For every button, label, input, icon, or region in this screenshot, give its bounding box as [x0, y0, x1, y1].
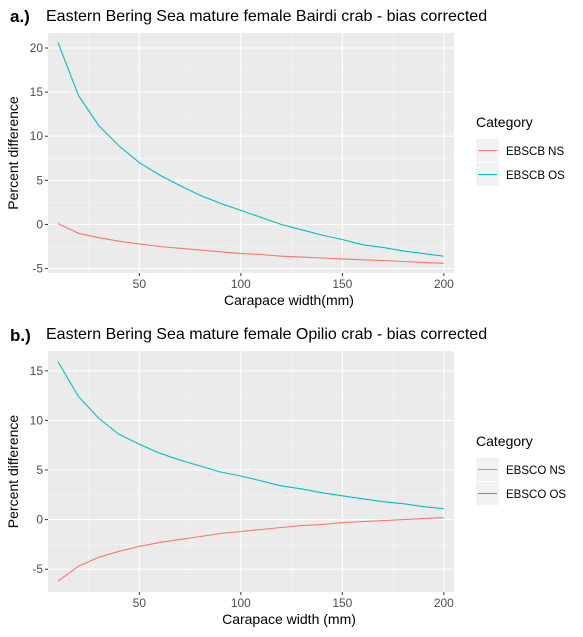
chart-title: Eastern Bering Sea mature female Bairdi …	[46, 8, 487, 25]
series-line-ebsco-os	[57, 361, 444, 510]
gridlines	[48, 33, 454, 273]
chart-panel-b: b.) Eastern Bering Sea mature female Opil…	[5, 326, 566, 627]
x-axis-title: Carapace width (mm)	[222, 611, 356, 627]
chart-title: Eastern Bering Sea mature female Opilio …	[46, 326, 487, 343]
y-tick-label: 15	[30, 364, 44, 378]
x-tick-label: 200	[434, 277, 454, 291]
x-tick-label: 50	[133, 596, 147, 610]
y-tick-label: 5	[36, 463, 43, 477]
plot-background	[48, 33, 454, 273]
chart-panel-a: a.) Eastern Bering Sea mature female Bair…	[5, 7, 565, 308]
x-tick-label: 100	[231, 277, 251, 291]
legend-title: Category	[476, 114, 533, 130]
legend-label: EBSCB OS	[506, 170, 565, 182]
y-tick-label: 20	[30, 41, 44, 55]
x-tick-label: 200	[434, 596, 454, 610]
x-tick-label: 150	[332, 277, 352, 291]
gridlines	[48, 351, 454, 592]
y-tick-label: -5	[32, 562, 43, 576]
legend-title: Category	[476, 433, 533, 449]
legend-label: EBSCB NS	[506, 146, 564, 158]
y-tick-label: 0	[36, 217, 43, 231]
y-tick-label: 5	[36, 173, 43, 187]
y-tick-label: 0	[36, 513, 43, 527]
panel-label: a.)	[10, 7, 30, 26]
series-line-ebscb-ns	[57, 223, 444, 264]
x-tick-label: 50	[133, 277, 147, 291]
series-line-ebscb-os	[57, 42, 444, 257]
legend: Category EBSCO NS EBSCO OS	[476, 433, 566, 505]
x-axis-title: Carapace width(mm)	[224, 292, 354, 308]
legend-label: EBSCO NS	[506, 465, 566, 477]
y-tick-label: 10	[30, 129, 44, 143]
panel-label: b.)	[10, 326, 31, 345]
series-line-ebsco-ns	[57, 517, 444, 582]
x-tick-label: 150	[332, 596, 352, 610]
y-tick-label: -5	[32, 262, 43, 276]
y-axis-title: Percent difference	[5, 415, 21, 529]
legend: Category EBSCB NS EBSCB OS	[476, 114, 565, 186]
y-tick-label: 10	[30, 413, 44, 427]
legend-label: EBSCO OS	[506, 489, 566, 501]
x-tick-label: 100	[231, 596, 251, 610]
y-tick-label: 15	[30, 85, 44, 99]
y-axis-title: Percent difference	[5, 96, 21, 210]
